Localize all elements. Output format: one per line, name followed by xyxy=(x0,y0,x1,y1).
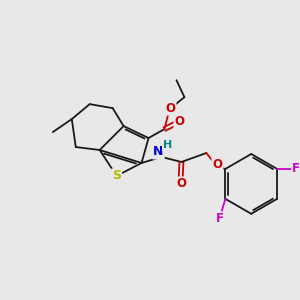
Text: O: O xyxy=(212,158,222,172)
Text: O: O xyxy=(176,177,186,190)
Text: O: O xyxy=(166,102,176,115)
Text: S: S xyxy=(112,169,121,182)
Text: F: F xyxy=(216,212,224,225)
Text: O: O xyxy=(174,115,184,128)
Text: H: H xyxy=(163,140,172,150)
Text: F: F xyxy=(292,162,300,176)
Text: N: N xyxy=(153,146,164,158)
